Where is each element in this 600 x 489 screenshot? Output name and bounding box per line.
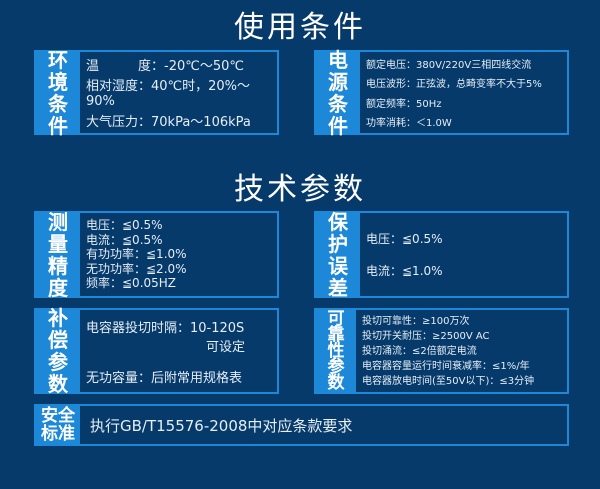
section-title-tech: 技术参数 (234, 172, 366, 207)
reliab-discharge-time: 电容器放电时间(至50V以下)：≤3分钟 (362, 375, 535, 387)
protect-label: 保护误差 (316, 211, 360, 299)
measure-reactive-power: 无功功率：≦2.0% (86, 261, 187, 276)
measure-active-power: 有功功率：≦1.0% (86, 247, 187, 262)
comp-switch-interval: 电容器投切时隔：10-120S (86, 320, 245, 336)
protect-current: 电流：≦1.0% (366, 264, 443, 278)
measure-label: 测量精度 (36, 211, 80, 299)
protection-error-box: 保护误差 电压：≦0.5% 电流：≦1.0% (314, 211, 569, 299)
reliab-inrush-current: 投切涌流：≤2倍额定电流 (362, 345, 477, 357)
reliab-withstand-voltage: 投切开关耐压：≥2500V AC (362, 330, 490, 342)
env-temperature: 温 度：-20℃～50℃ (86, 58, 244, 74)
power-frequency: 额定频率：50Hz (366, 98, 442, 110)
env-pressure: 大气压力：70kPa～106kPa (86, 115, 251, 131)
safety-standard-box: 安全标准 执行GB/T15576-2008中对应条款要求 (34, 404, 569, 446)
power-waveform: 电压波形：正弦波，总畸变率不大于5% (366, 79, 542, 91)
env-humidity: 相对湿度：40℃时，20%～90% (86, 79, 251, 110)
power-voltage: 额定电压：380V/220V三相四线交流 (366, 60, 532, 72)
compensation-params-box: 补偿参数 电容器投切时隔：10-120S 可设定 无功容量：后附常用规格表 (34, 307, 279, 395)
power-conditions-box: 电源条件 额定电压：380V/220V三相四线交流 电压波形：正弦波，总畸变率不… (314, 49, 569, 137)
env-conditions-box: 环境条件 温 度：-20℃～50℃ 相对湿度：40℃时，20%～90% 大气压力… (34, 49, 279, 137)
safety-label: 安全标准 (36, 406, 80, 444)
power-consumption: 功率消耗：＜1.0W (366, 117, 452, 129)
reliab-switch-reliability: 投切可靠性：≥100万次 (362, 315, 470, 327)
protect-voltage: 电压：≦0.5% (366, 232, 443, 246)
section-title-usage: 使用条件 (234, 10, 366, 45)
comp-settable: 可设定 (206, 339, 246, 355)
comp-label: 补偿参数 (36, 307, 80, 395)
safety-text: 执行GB/T15576-2008中对应条款要求 (90, 416, 353, 435)
reliability-params-box: 可靠性参数 投切可靠性：≥100万次 投切开关耐压：≥2500V AC 投切涌流… (314, 308, 569, 394)
comp-reactive-capacity: 无功容量：后附常用规格表 (86, 370, 243, 386)
measure-current: 电流：≦0.5% (86, 232, 163, 247)
measure-voltage: 电压：≦0.5% (86, 218, 163, 233)
env-label: 环境条件 (36, 49, 80, 137)
measure-frequency: 频率：≦0.05HZ (86, 276, 177, 291)
power-label: 电源条件 (316, 49, 360, 137)
reliab-capacity-decay: 电容器容量运行时间衰减率：≤1%/年 (362, 360, 530, 372)
measure-accuracy-box: 测量精度 电压：≦0.5% 电流：≦0.5% 有功功率：≦1.0% 无功功率：≦… (34, 211, 279, 299)
reliab-label: 可靠性参数 (316, 310, 356, 392)
